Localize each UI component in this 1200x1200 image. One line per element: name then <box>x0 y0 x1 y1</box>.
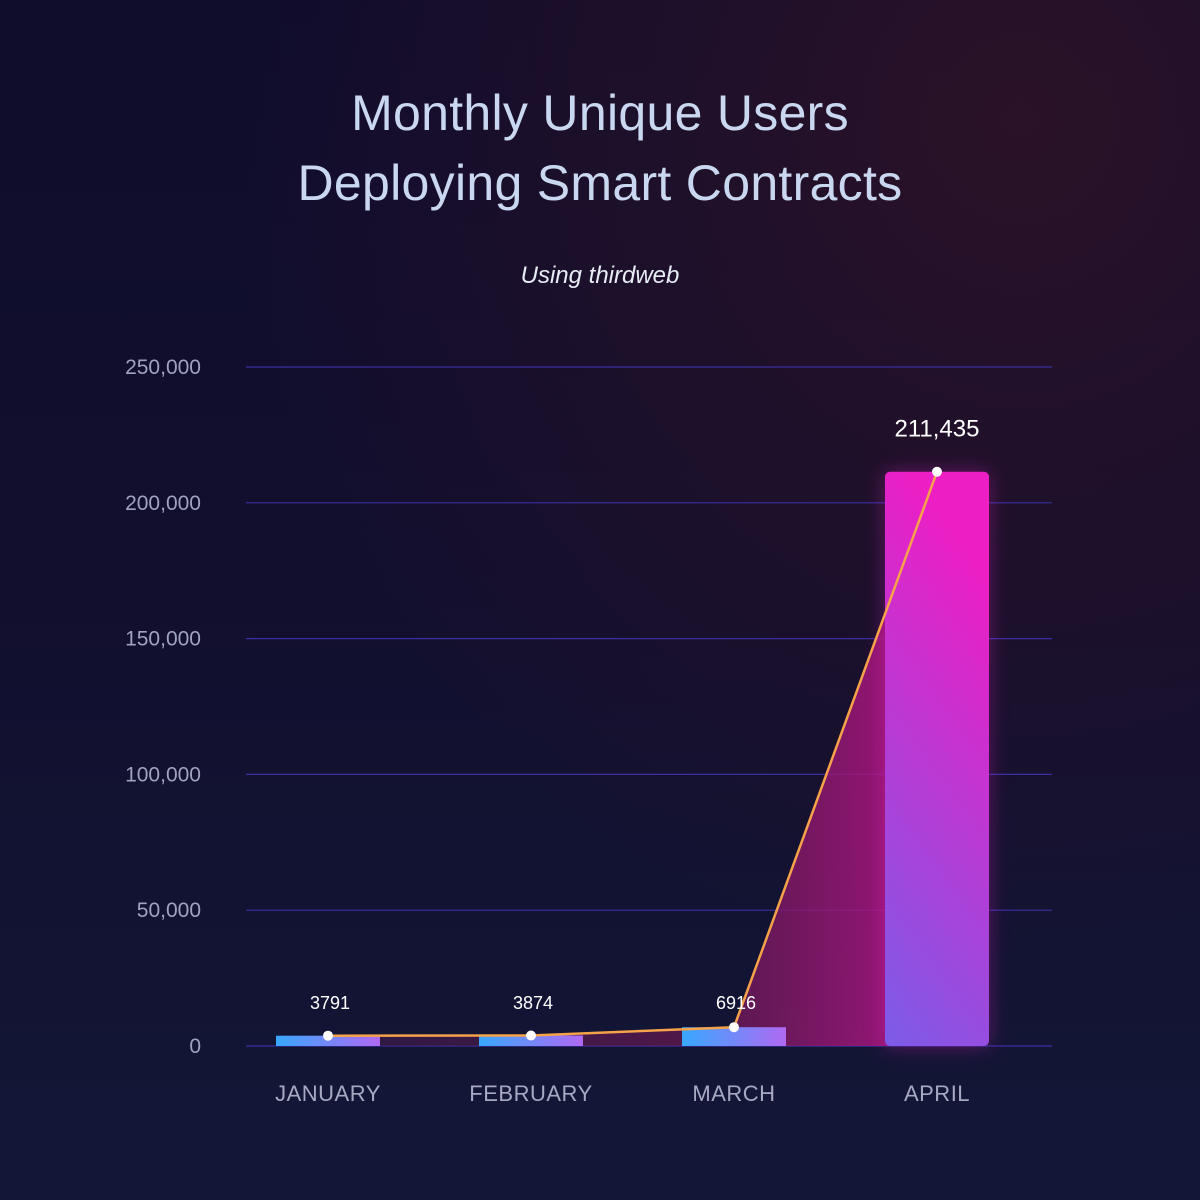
data-point-march <box>729 1022 739 1033</box>
data-label: 211,435 <box>895 416 980 443</box>
data-label: 6916 <box>716 993 756 1013</box>
x-tick-label: MARCH <box>692 1081 775 1106</box>
y-tick-label: 150,000 <box>125 628 201 651</box>
x-tick-label: JANUARY <box>275 1081 381 1106</box>
bar-january <box>276 1035 380 1046</box>
data-point-january <box>323 1030 333 1041</box>
y-tick-label: 50,000 <box>137 899 201 922</box>
bar-april <box>885 471 989 1046</box>
data-point-february <box>526 1030 536 1041</box>
x-tick-label: APRIL <box>904 1081 970 1106</box>
data-label: 3874 <box>513 993 553 1013</box>
y-tick-label: 250,000 <box>125 356 201 379</box>
bar-march <box>682 1027 786 1046</box>
y-tick-label: 100,000 <box>125 763 201 786</box>
data-label: 3791 <box>310 993 350 1013</box>
chart-subtitle: Using thirdweb <box>520 262 680 289</box>
y-tick-label: 200,000 <box>125 492 201 515</box>
line-area-fill <box>328 471 937 1046</box>
x-tick-label: FEBRUARY <box>469 1081 592 1106</box>
data-point-april <box>932 466 942 477</box>
series-line <box>327 471 939 1037</box>
chart-title-line-2: Deploying Smart Contracts <box>297 155 903 211</box>
y-tick-label: 0 <box>189 1035 201 1058</box>
chart-title-line-1: Monthly Unique Users <box>351 85 849 141</box>
chart-title: Monthly Unique Users Deploying Smart Con… <box>0 78 1200 218</box>
bar-february <box>479 1035 583 1046</box>
